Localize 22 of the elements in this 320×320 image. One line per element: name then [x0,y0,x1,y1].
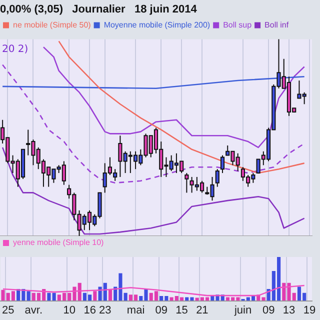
x-tick-label: juin [233,304,252,316]
annotation: 20 2) [2,44,28,55]
legend-label: yenne mobile (Simple 10) [13,238,104,248]
x-tick-label: 15 [176,304,188,316]
legend-label: Moyenne mobile (Simple 200) [104,20,210,30]
x-tick-label: 09 [155,304,168,316]
x-tick-label: 10 [63,304,76,316]
x-tick-label: 16 [84,304,96,316]
legend-label: ne mobile (Simple 50) [13,20,92,30]
x-tick-label: 09 [262,304,275,316]
legend-label: Boll sup [223,20,252,30]
x-tick-label: 25 [2,304,14,316]
x-tick-label: avr. [24,304,43,316]
bar [93,291,97,301]
bar [108,290,112,301]
x-tick-label: 13 [282,304,296,316]
x-tick-label: mai [126,304,145,316]
legend-label: Boll inf [264,20,290,30]
x-tick-label: 19 [303,304,316,316]
x-tick-label: 23 [99,304,112,316]
x-tick-label: 21 [196,304,208,316]
chart-title: 0,00% (3,05) Journalier 18 juin 2014 [0,4,198,16]
